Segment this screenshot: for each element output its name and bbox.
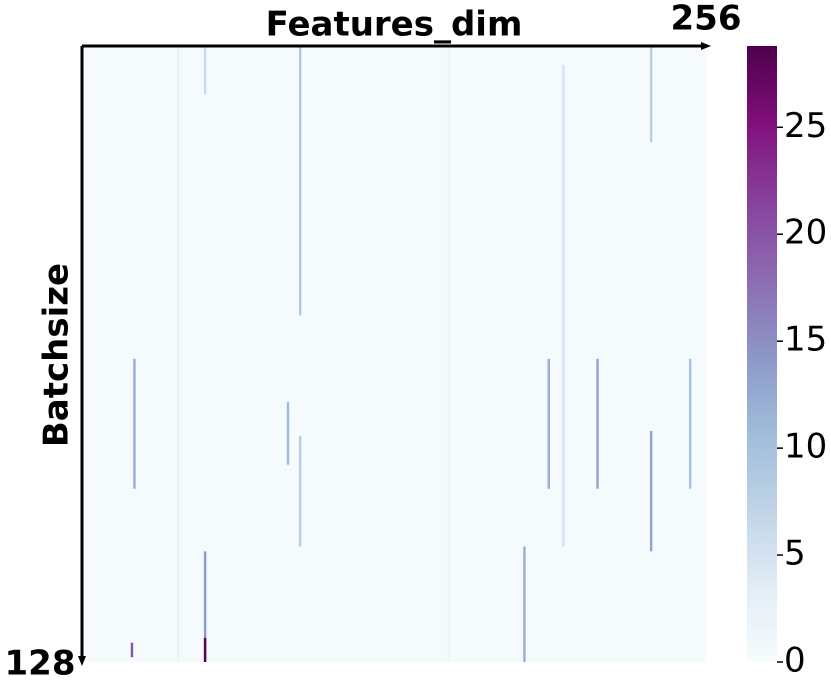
heatmap-cell (596, 358, 599, 489)
heatmap-cell (130, 642, 134, 658)
colorbar-tick-label: 10 (784, 427, 827, 467)
heatmap-cell (203, 46, 207, 95)
heatmap-cell (298, 435, 302, 547)
colorbar-tick-label: 0 (784, 641, 806, 681)
heatmap-cell (688, 358, 692, 489)
heatmap-cell (649, 431, 653, 552)
colorbar-tick-label: 15 (784, 320, 827, 360)
heatmap-cell (562, 65, 565, 547)
colorbar-tick-label: 20 (784, 213, 827, 253)
chart-title: Features_dim (266, 5, 523, 45)
heatmap-cell (203, 551, 207, 662)
heatmap-cell (649, 46, 653, 143)
y-end-label: 128 (5, 644, 76, 684)
x-arrow (701, 42, 711, 50)
heatmap-cell (523, 546, 526, 662)
y-arrow (78, 656, 86, 666)
y-axis-label: Batchsize (37, 263, 77, 447)
heatmap-cell (203, 637, 207, 662)
heatmap-cell (447, 46, 451, 662)
heatmap-background (82, 46, 706, 662)
heatmap-cell (177, 46, 180, 662)
colorbar-tick-label: 5 (784, 534, 806, 574)
heatmap-cell (298, 46, 302, 316)
colorbar (747, 46, 777, 662)
x-end-label: 256 (671, 0, 742, 39)
heatmap-cell (286, 402, 290, 465)
heatmap-cell (133, 358, 136, 489)
colorbar-tick-label: 25 (784, 106, 827, 146)
heatmap-cell (547, 358, 550, 489)
